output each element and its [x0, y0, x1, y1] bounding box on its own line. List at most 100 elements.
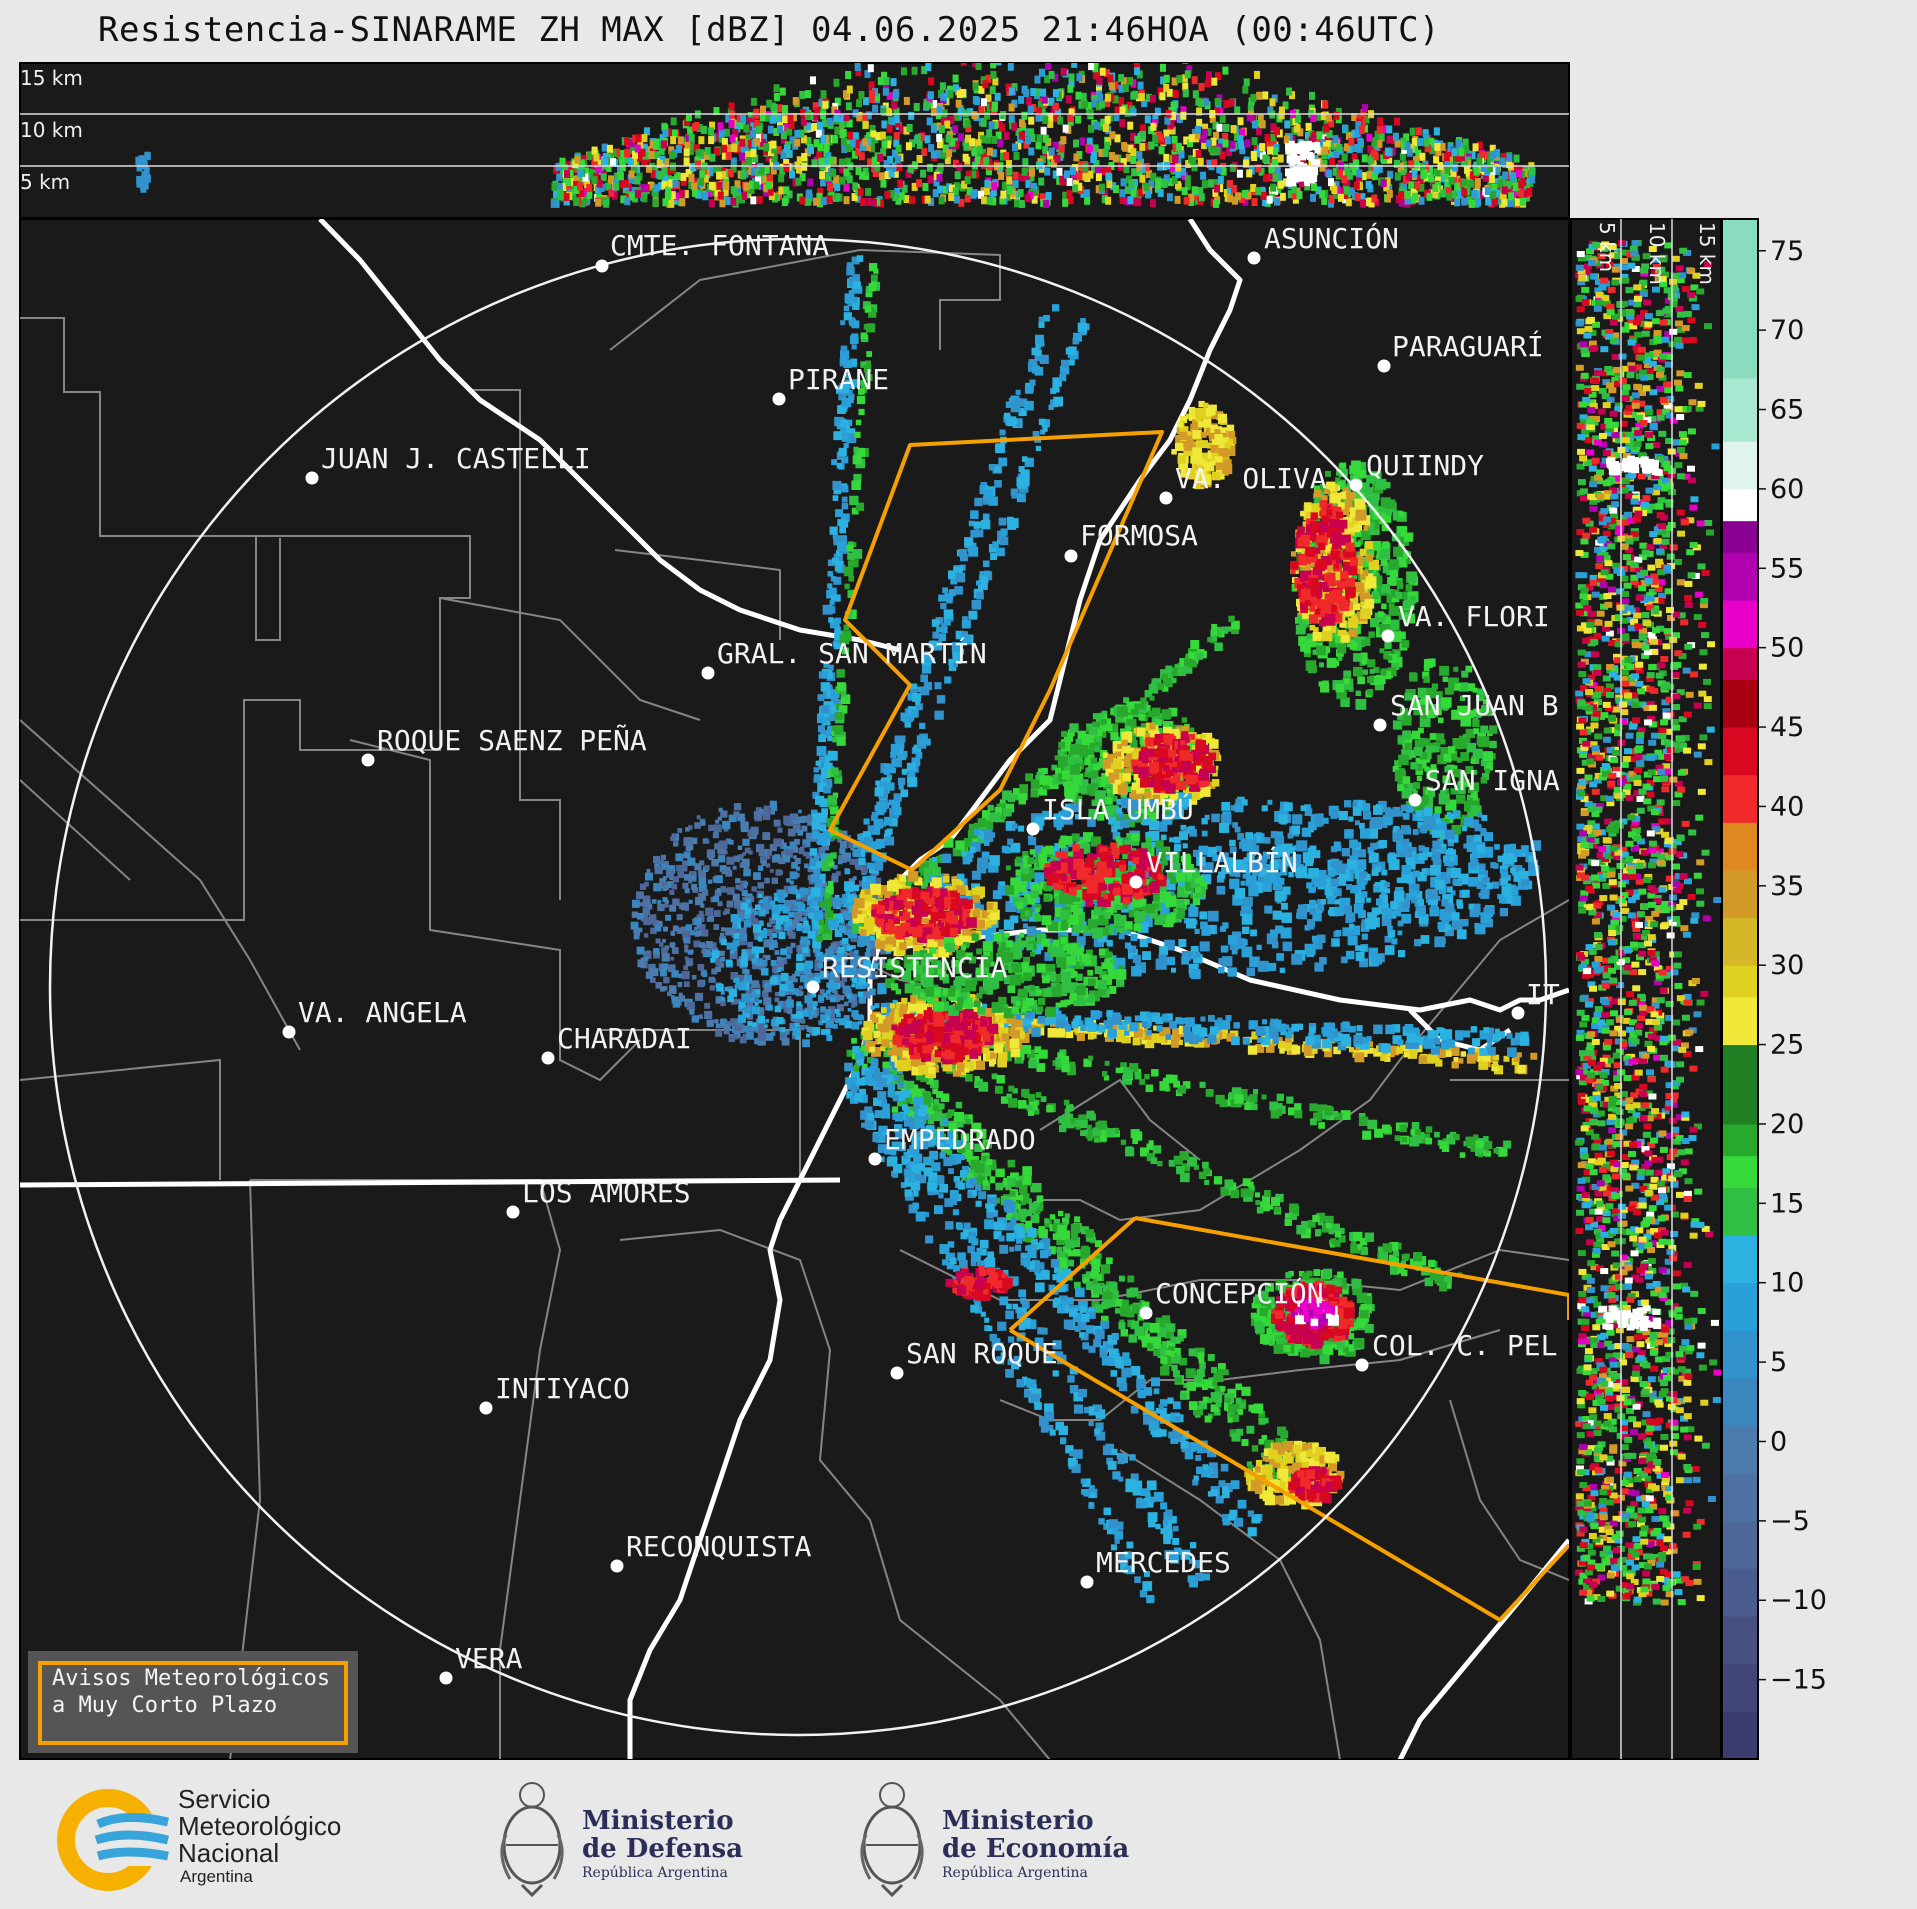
city-marker: VA. OLIVA: [1159, 462, 1327, 505]
smn-logo-icon: [57, 1789, 176, 1891]
economia-logo: Ministerio de Economía República Argenti…: [856, 1775, 1156, 1900]
city-dot: [305, 471, 319, 485]
city-marker: JUAN J. CASTELLI: [305, 442, 591, 485]
city-marker: SAN ROQUE: [890, 1337, 1058, 1380]
city-marker: VA. ANGELA: [282, 996, 467, 1039]
city-dot: [1159, 491, 1173, 505]
city-dot: [1247, 251, 1261, 265]
colorbar-tick-label: 15: [1770, 1188, 1804, 1219]
colorbar-tick-label: 70: [1770, 315, 1804, 346]
city-dot: [541, 1051, 555, 1065]
colorbar-tick-label: −15: [1770, 1665, 1827, 1696]
colorbar-band: [1722, 219, 1758, 379]
city-marker: ROQUE SAENZ PEÑA: [361, 723, 647, 767]
city-marker: CONCEPCIÓN: [1139, 1276, 1324, 1320]
smn-line-3: Nacional: [178, 1838, 280, 1868]
defensa-line-2: de Defensa: [582, 1834, 743, 1864]
city-label: QUIINDY: [1366, 449, 1484, 482]
economia-line-1: Ministerio: [942, 1806, 1094, 1836]
city-label: CHARADAI: [557, 1022, 692, 1055]
city-label: ISLA UMBÚ: [1042, 792, 1194, 826]
city-marker: SAN IGNA: [1408, 764, 1560, 807]
city-marker: LOS AMORES: [506, 1176, 691, 1219]
colorbar-band: [1722, 996, 1758, 1046]
city-dot: [506, 1205, 520, 1219]
colorbar-band: [1722, 520, 1758, 553]
city-dot: [806, 980, 820, 994]
city-label: SAN JUAN B: [1390, 689, 1559, 722]
colorbar-band: [1722, 1330, 1758, 1379]
top-km-label-5: 5 km: [20, 170, 70, 194]
colorbar-band: [1722, 1473, 1758, 1522]
colorbar-tick-label: 10: [1770, 1268, 1804, 1299]
colorbar-band: [1722, 647, 1758, 680]
city-label: INTIYACO: [495, 1372, 630, 1405]
city-label: SAN ROQUE: [906, 1337, 1058, 1370]
radar-map-panel: CMTE. FONTANA ASUNCIÓN PARAGUARÍ PIRANE JUAN…: [19, 218, 1570, 1760]
top-km-label-10: 10 km: [20, 118, 83, 142]
colorbar-band: [1722, 917, 1758, 966]
defensa-line-3: República Argentina: [582, 1865, 728, 1881]
city-dot: [890, 1366, 904, 1380]
colorbar-band: [1722, 1520, 1758, 1569]
city-label: FORMOSA: [1080, 519, 1198, 552]
side-cross-section-panel: 5 km 10 km 15 km: [1570, 218, 1722, 1760]
city-label: CONCEPCIÓN: [1155, 1276, 1324, 1310]
colorbar-tick-label: 20: [1770, 1109, 1804, 1140]
city-dot: [1064, 549, 1078, 563]
colorbar-band: [1722, 600, 1758, 649]
city-label: JUAN J. CASTELLI: [321, 442, 591, 475]
colorbar-band: [1722, 1155, 1758, 1188]
city-marker: GRAL. SAN MARTÍN: [701, 636, 987, 680]
colorbar-tick-label: 25: [1770, 1030, 1804, 1061]
top-km-label-15: 15 km: [20, 66, 83, 90]
city-dot: [1129, 875, 1143, 889]
city-dot: [1511, 1006, 1525, 1020]
colorbar-tick-label: 60: [1770, 474, 1804, 505]
city-marker: VILLALBÍN: [1129, 845, 1298, 889]
city-marker: INTIYACO: [479, 1372, 630, 1415]
colorbar-band: [1722, 441, 1758, 490]
colorbar-tick-label: 50: [1770, 633, 1804, 664]
colorbar-band: [1722, 1123, 1758, 1157]
colorbar-band: [1722, 822, 1758, 871]
colorbar-band: [1722, 1235, 1758, 1284]
city-marker: ISLA UMBÚ: [1026, 792, 1194, 836]
colorbar-band: [1722, 1568, 1758, 1617]
city-marker: RECONQUISTA: [610, 1530, 812, 1573]
city-label: VA. ANGELA: [298, 996, 467, 1029]
city-dot: [1026, 822, 1040, 836]
colorbar-tick-label: 65: [1770, 395, 1804, 426]
side-km-label-5: 5 km: [1595, 222, 1619, 272]
city-marker: ASUNCIÓN: [1247, 221, 1399, 265]
colorbar-band: [1722, 679, 1758, 728]
city-dot: [1408, 793, 1422, 807]
city-label: GRAL. SAN MARTÍN: [717, 636, 987, 670]
colorbar-tick-label: 5: [1770, 1347, 1787, 1378]
city-dot: [610, 1559, 624, 1573]
legend-line-1: Avisos Meteorológicos: [52, 1666, 331, 1691]
colorbar-band: [1722, 488, 1758, 522]
colorbar-band: [1722, 965, 1758, 998]
colorbar-band: [1722, 1377, 1758, 1427]
colorbar-tick-label: 35: [1770, 871, 1804, 902]
city-label: VA. FLORI: [1398, 600, 1550, 633]
city-label: IT: [1526, 978, 1560, 1011]
city-label: RECONQUISTA: [626, 1530, 812, 1563]
economia-line-3: República Argentina: [942, 1865, 1088, 1881]
colorbar-tick-label: −5: [1770, 1506, 1810, 1537]
city-dot: [1377, 359, 1391, 373]
city-marker: COL. C. PEL: [1355, 1329, 1557, 1372]
colorbar-tick-label: 0: [1770, 1426, 1787, 1457]
city-label: EMPEDRADO: [884, 1123, 1036, 1156]
colorbar-band: [1722, 869, 1758, 919]
city-marker: EMPEDRADO: [868, 1123, 1036, 1166]
city-label: SAN IGNA: [1425, 764, 1560, 797]
warning-legend: Avisos Meteorológicos a Muy Corto Plazo: [38, 1661, 348, 1745]
city-dot: [1349, 478, 1363, 492]
city-marker: MERCEDES: [1080, 1546, 1231, 1589]
city-marker: IT: [1511, 978, 1560, 1020]
legend-box: Avisos Meteorológicos a Muy Corto Plazo: [28, 1651, 358, 1753]
